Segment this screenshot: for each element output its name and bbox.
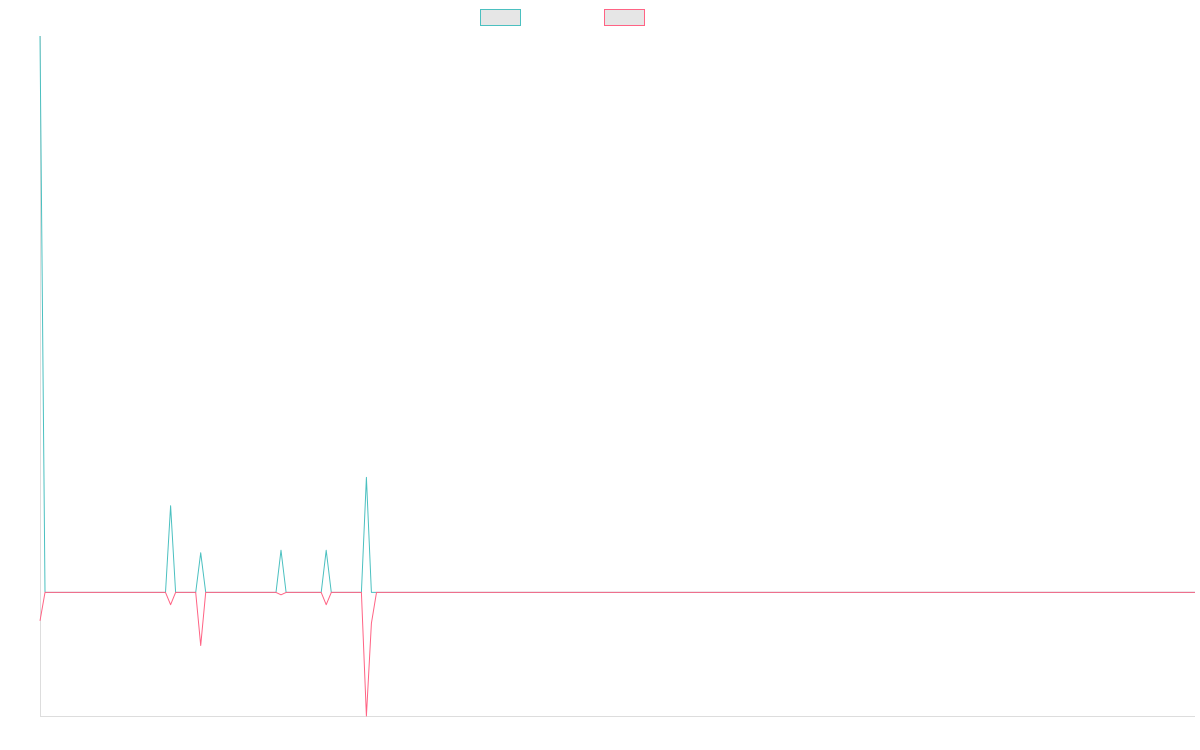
series-layer xyxy=(39,35,1195,717)
axes xyxy=(40,36,1195,717)
legend-swatch-1[interactable] xyxy=(480,9,521,26)
series-line-1 xyxy=(39,35,1195,593)
legend xyxy=(480,9,645,26)
legend-item-2[interactable] xyxy=(604,9,645,26)
series-line-2 xyxy=(39,591,1195,717)
legend-item-1[interactable] xyxy=(480,9,521,26)
legend-swatch-2[interactable] xyxy=(604,9,645,26)
